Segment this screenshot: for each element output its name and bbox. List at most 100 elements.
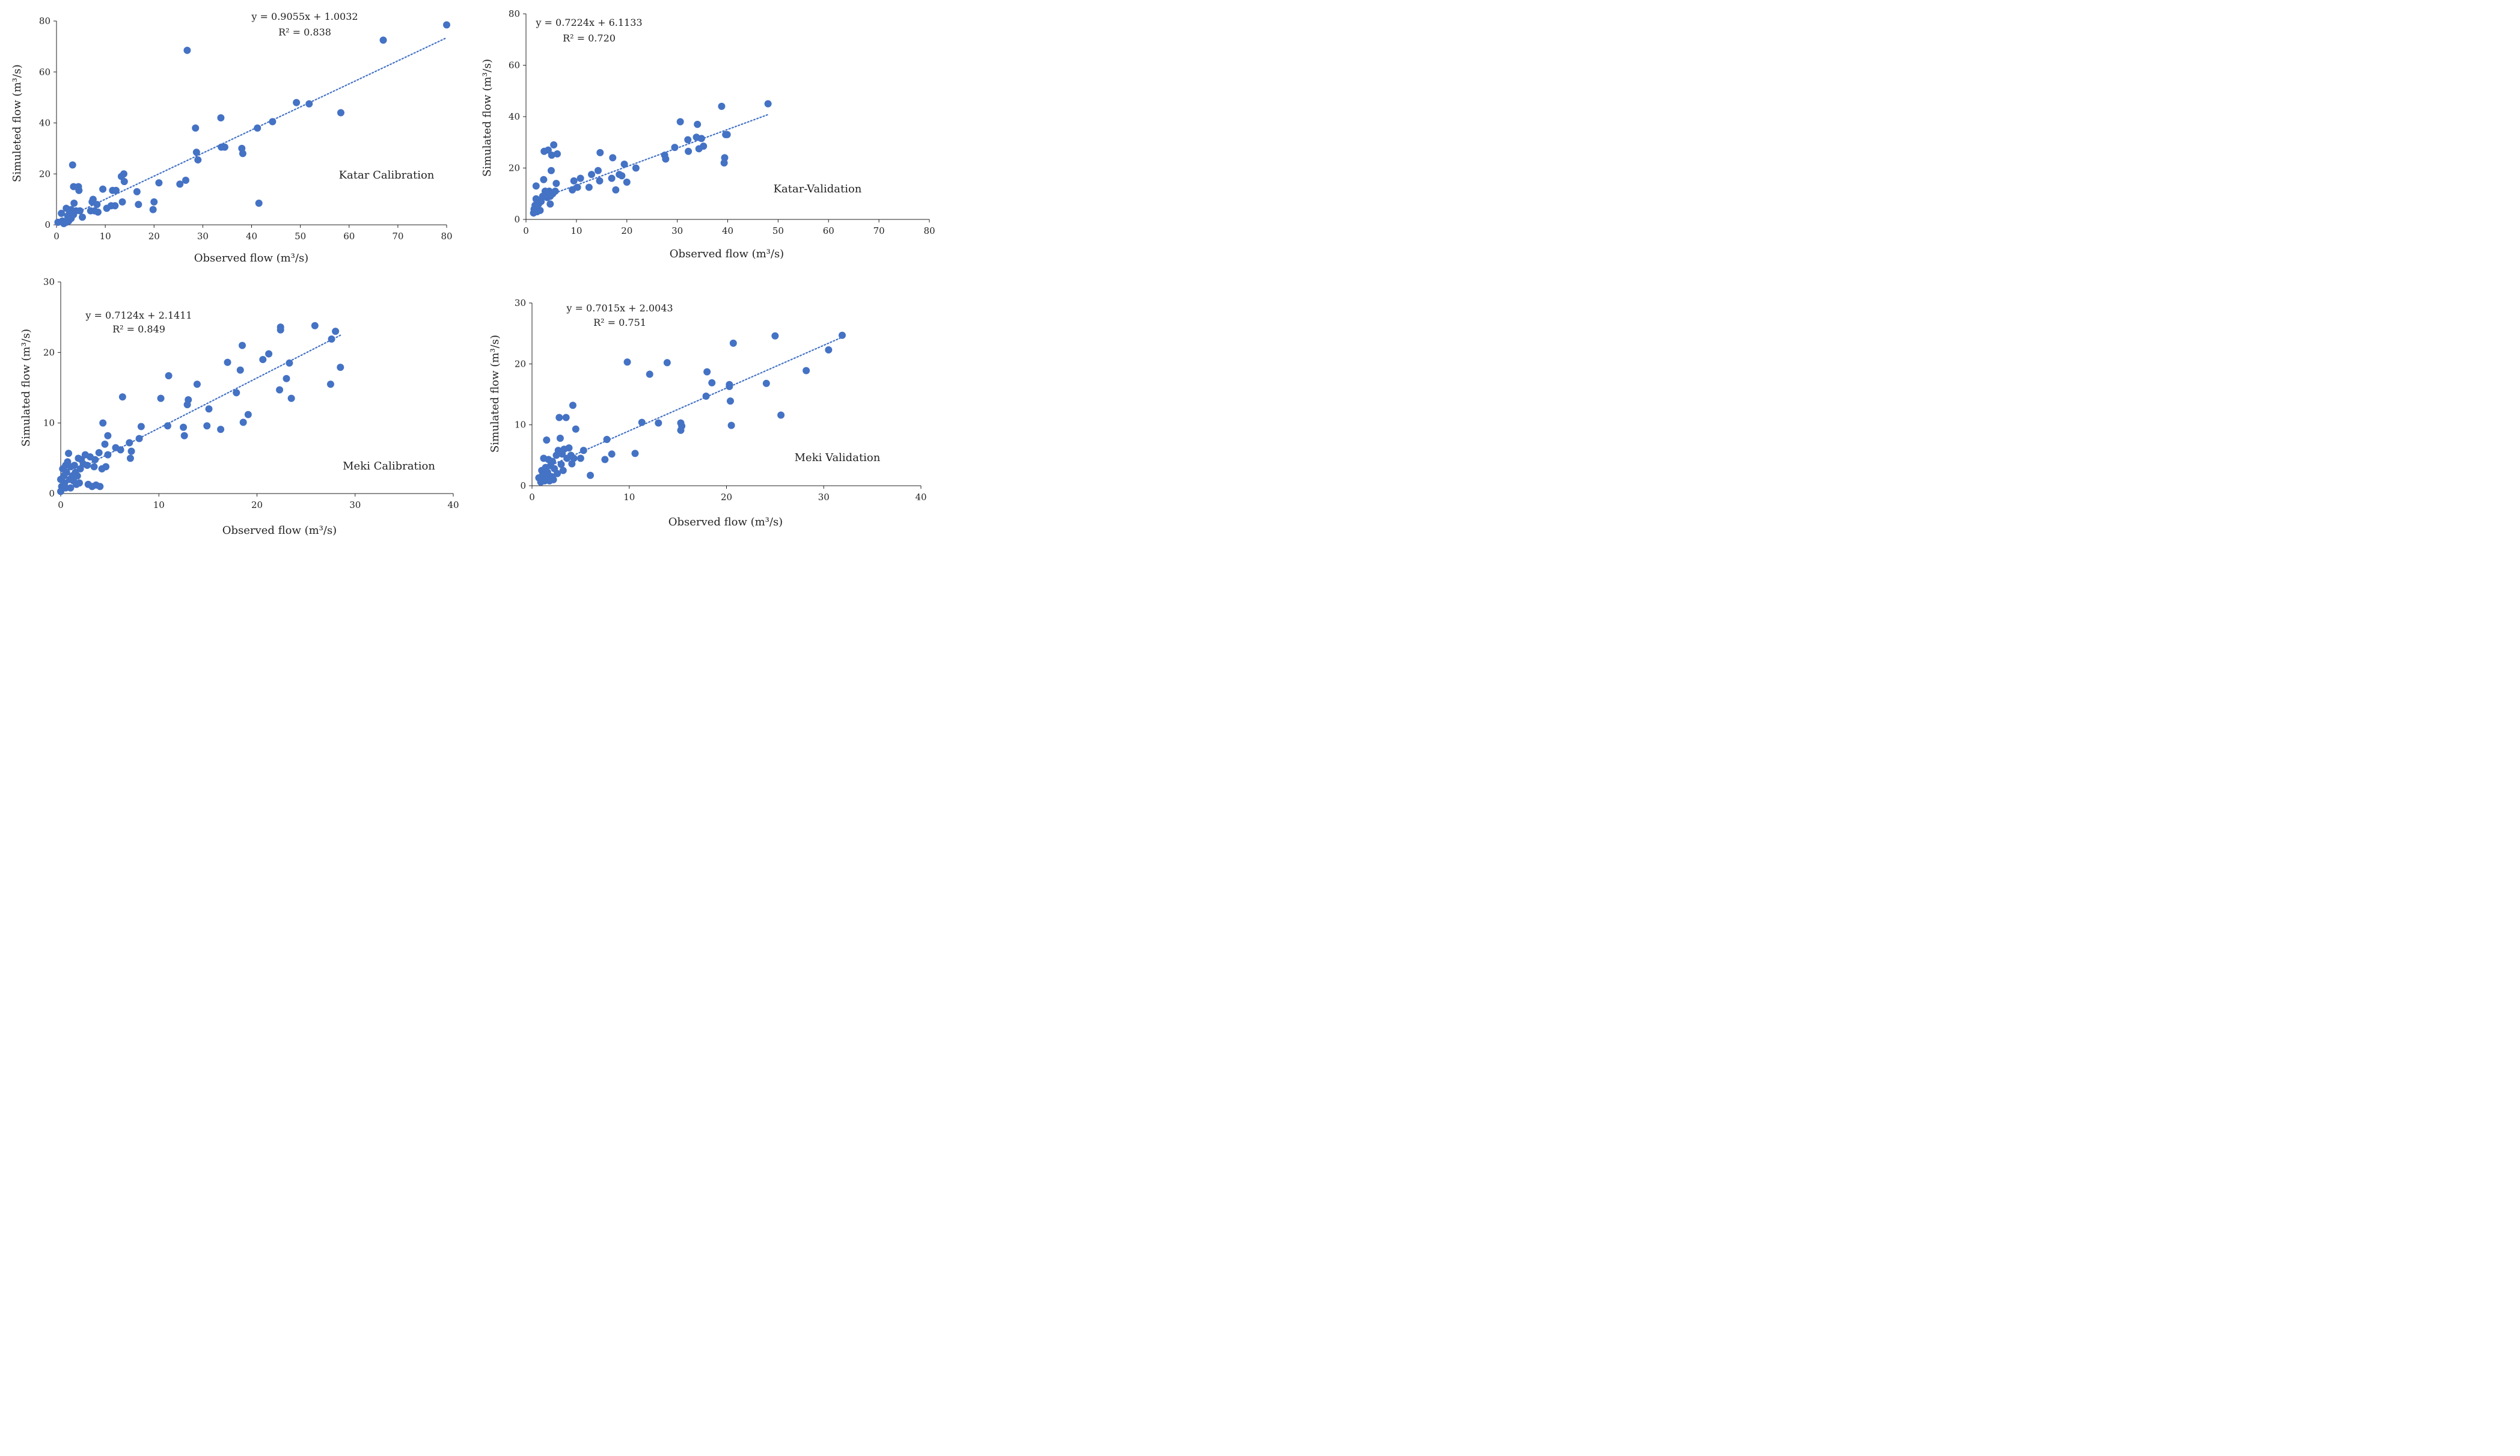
meki-calibration-data-point <box>217 426 225 433</box>
katar-validation-equation: y = 0.7224x + 6.1133 <box>535 17 642 28</box>
meki-calibration-data-point <box>90 463 98 471</box>
meki-validation-data-point <box>549 476 557 483</box>
katar-calibration-data-point <box>75 186 83 194</box>
meki-validation-x-tick-label: 30 <box>818 492 830 503</box>
katar-validation-data-point <box>676 118 684 126</box>
katar-calibration-data-point <box>111 202 119 210</box>
meki-validation-data-point <box>568 460 576 468</box>
katar-validation-points <box>530 100 772 217</box>
katar-validation-data-point <box>694 120 702 128</box>
meki-validation-data-point <box>727 421 735 429</box>
katar-calibration-data-point <box>255 199 263 207</box>
katar-validation-data-point <box>612 186 620 194</box>
katar-validation-trendline <box>533 114 769 202</box>
katar-validation-x-tick-label: 0 <box>523 225 529 236</box>
meki-calibration-data-point <box>239 341 246 349</box>
katar-calibration-data-point <box>293 99 301 106</box>
meki-validation-xlabel: Observed flow (m³/s) <box>668 516 783 528</box>
meki-validation-points <box>535 331 846 486</box>
katar-calibration-y-tick-label: 60 <box>39 67 50 78</box>
meki-calibration-data-point <box>286 359 293 367</box>
katar-validation-data-point <box>576 174 584 182</box>
meki-validation-data-point <box>825 346 833 354</box>
meki-calibration-data-point <box>311 322 319 329</box>
katar-validation-x-tick-label: 70 <box>873 225 885 236</box>
meki-calibration-data-point <box>165 372 173 380</box>
katar-validation-data-point <box>585 183 593 191</box>
katar-validation-y-tick-label: 20 <box>509 163 520 174</box>
meki-calibration-data-point <box>65 450 73 457</box>
katar-calibration-data-point <box>133 188 141 195</box>
meki-validation-data-point <box>557 460 565 468</box>
katar-calibration-y-tick-label: 80 <box>39 16 50 26</box>
meki-calibration-data-point <box>180 423 188 431</box>
katar-validation-y-tick-label: 80 <box>509 8 520 19</box>
meki-calibration-data-point <box>99 419 107 427</box>
meki-validation-data-point <box>572 425 580 433</box>
katar-validation-data-point <box>764 100 772 108</box>
katar-calibration-y-tick-label: 0 <box>44 219 50 230</box>
katar-validation-data-point <box>536 207 544 215</box>
katar-validation-data-point <box>596 148 604 156</box>
katar-calibration-data-point <box>183 46 191 54</box>
meki-validation-data-point <box>587 471 595 479</box>
meki-calibration-xlabel: Observed flow (m³/s) <box>222 524 337 537</box>
meki-validation-data-point <box>559 466 567 474</box>
katar-validation-data-point <box>550 141 558 149</box>
meki-validation-data-point <box>646 370 653 378</box>
meki-validation-data-point <box>576 454 584 462</box>
meki-validation-data-point <box>556 434 564 442</box>
meki-calibration-y-tick-label: 10 <box>43 418 55 429</box>
meki-validation-data-point <box>608 450 616 458</box>
katar-calibration-data-point <box>217 114 225 122</box>
meki-validation-data-point <box>580 447 587 454</box>
meki-calibration-data-point <box>126 454 134 462</box>
meki-validation-y-tick-label: 20 <box>515 358 526 369</box>
meki-validation-data-point <box>703 368 711 376</box>
katar-calibration-data-point <box>118 198 126 206</box>
meki-calibration-data-point <box>76 479 84 487</box>
katar-calibration-panel: 0 10 20 30 40 50 60 70 80 0 20 40 60 80 Observed flow… <box>11 11 453 265</box>
meki-calibration-data-point <box>104 432 112 439</box>
katar-calibration-x-tick-label: 0 <box>54 231 60 242</box>
meki-validation-y-tick-label: 0 <box>520 480 526 491</box>
katar-calibration-data-point <box>379 36 387 44</box>
katar-calibration-data-point <box>89 195 97 203</box>
katar-calibration-data-point <box>254 124 261 132</box>
meki-validation-data-point <box>726 397 734 405</box>
katar-calibration-data-point <box>155 179 163 187</box>
katar-validation-r2: R² = 0.720 <box>563 32 616 44</box>
meki-calibration-data-point <box>164 422 171 430</box>
katar-calibration-data-point <box>239 150 246 158</box>
meki-calibration-r2: R² = 0.849 <box>112 323 165 335</box>
katar-validation-y-tick-label: 40 <box>509 111 520 122</box>
katar-validation-ylabel: Simulated flow (m³/s) <box>481 59 494 177</box>
meki-calibration-data-point <box>239 418 247 426</box>
meki-validation-x-tick-label: 10 <box>623 492 635 503</box>
meki-validation-x-tick-label: 0 <box>529 492 535 503</box>
meki-calibration-y-tick-label: 0 <box>49 488 55 499</box>
katar-calibration-x-tick-label: 60 <box>343 231 355 242</box>
katar-validation-panel: 0 10 20 30 40 50 60 70 80 0 20 40 60 80 Observed flow… <box>481 8 935 260</box>
katar-validation-data-point <box>594 167 602 174</box>
katar-calibration-data-point <box>112 186 120 194</box>
meki-validation-data-point <box>702 393 710 400</box>
meki-validation-x-tick-label: 20 <box>721 492 732 503</box>
meki-calibration-points <box>57 322 344 495</box>
meki-validation-panel: 0 10 20 30 40 0 10 20 30 Observed flow (m³/s) Si… <box>489 298 927 528</box>
meki-calibration-data-point <box>328 335 335 343</box>
meki-calibration-data-point <box>185 396 192 403</box>
meki-validation-data-point <box>554 470 561 477</box>
meki-validation-data-point <box>565 444 573 452</box>
meki-validation-r2: R² = 0.751 <box>593 317 646 328</box>
meki-validation-data-point <box>838 331 846 339</box>
katar-validation-data-point <box>544 146 552 154</box>
meki-calibration-data-point <box>259 356 267 364</box>
meki-validation-data-point <box>631 450 639 457</box>
katar-validation-data-point <box>684 136 692 144</box>
katar-validation-x-tick-label: 30 <box>671 225 683 236</box>
katar-calibration-x-tick-label: 10 <box>100 231 111 242</box>
meki-validation-data-point <box>570 454 578 462</box>
meki-validation-data-point <box>803 367 810 375</box>
katar-validation-data-point <box>685 147 693 155</box>
